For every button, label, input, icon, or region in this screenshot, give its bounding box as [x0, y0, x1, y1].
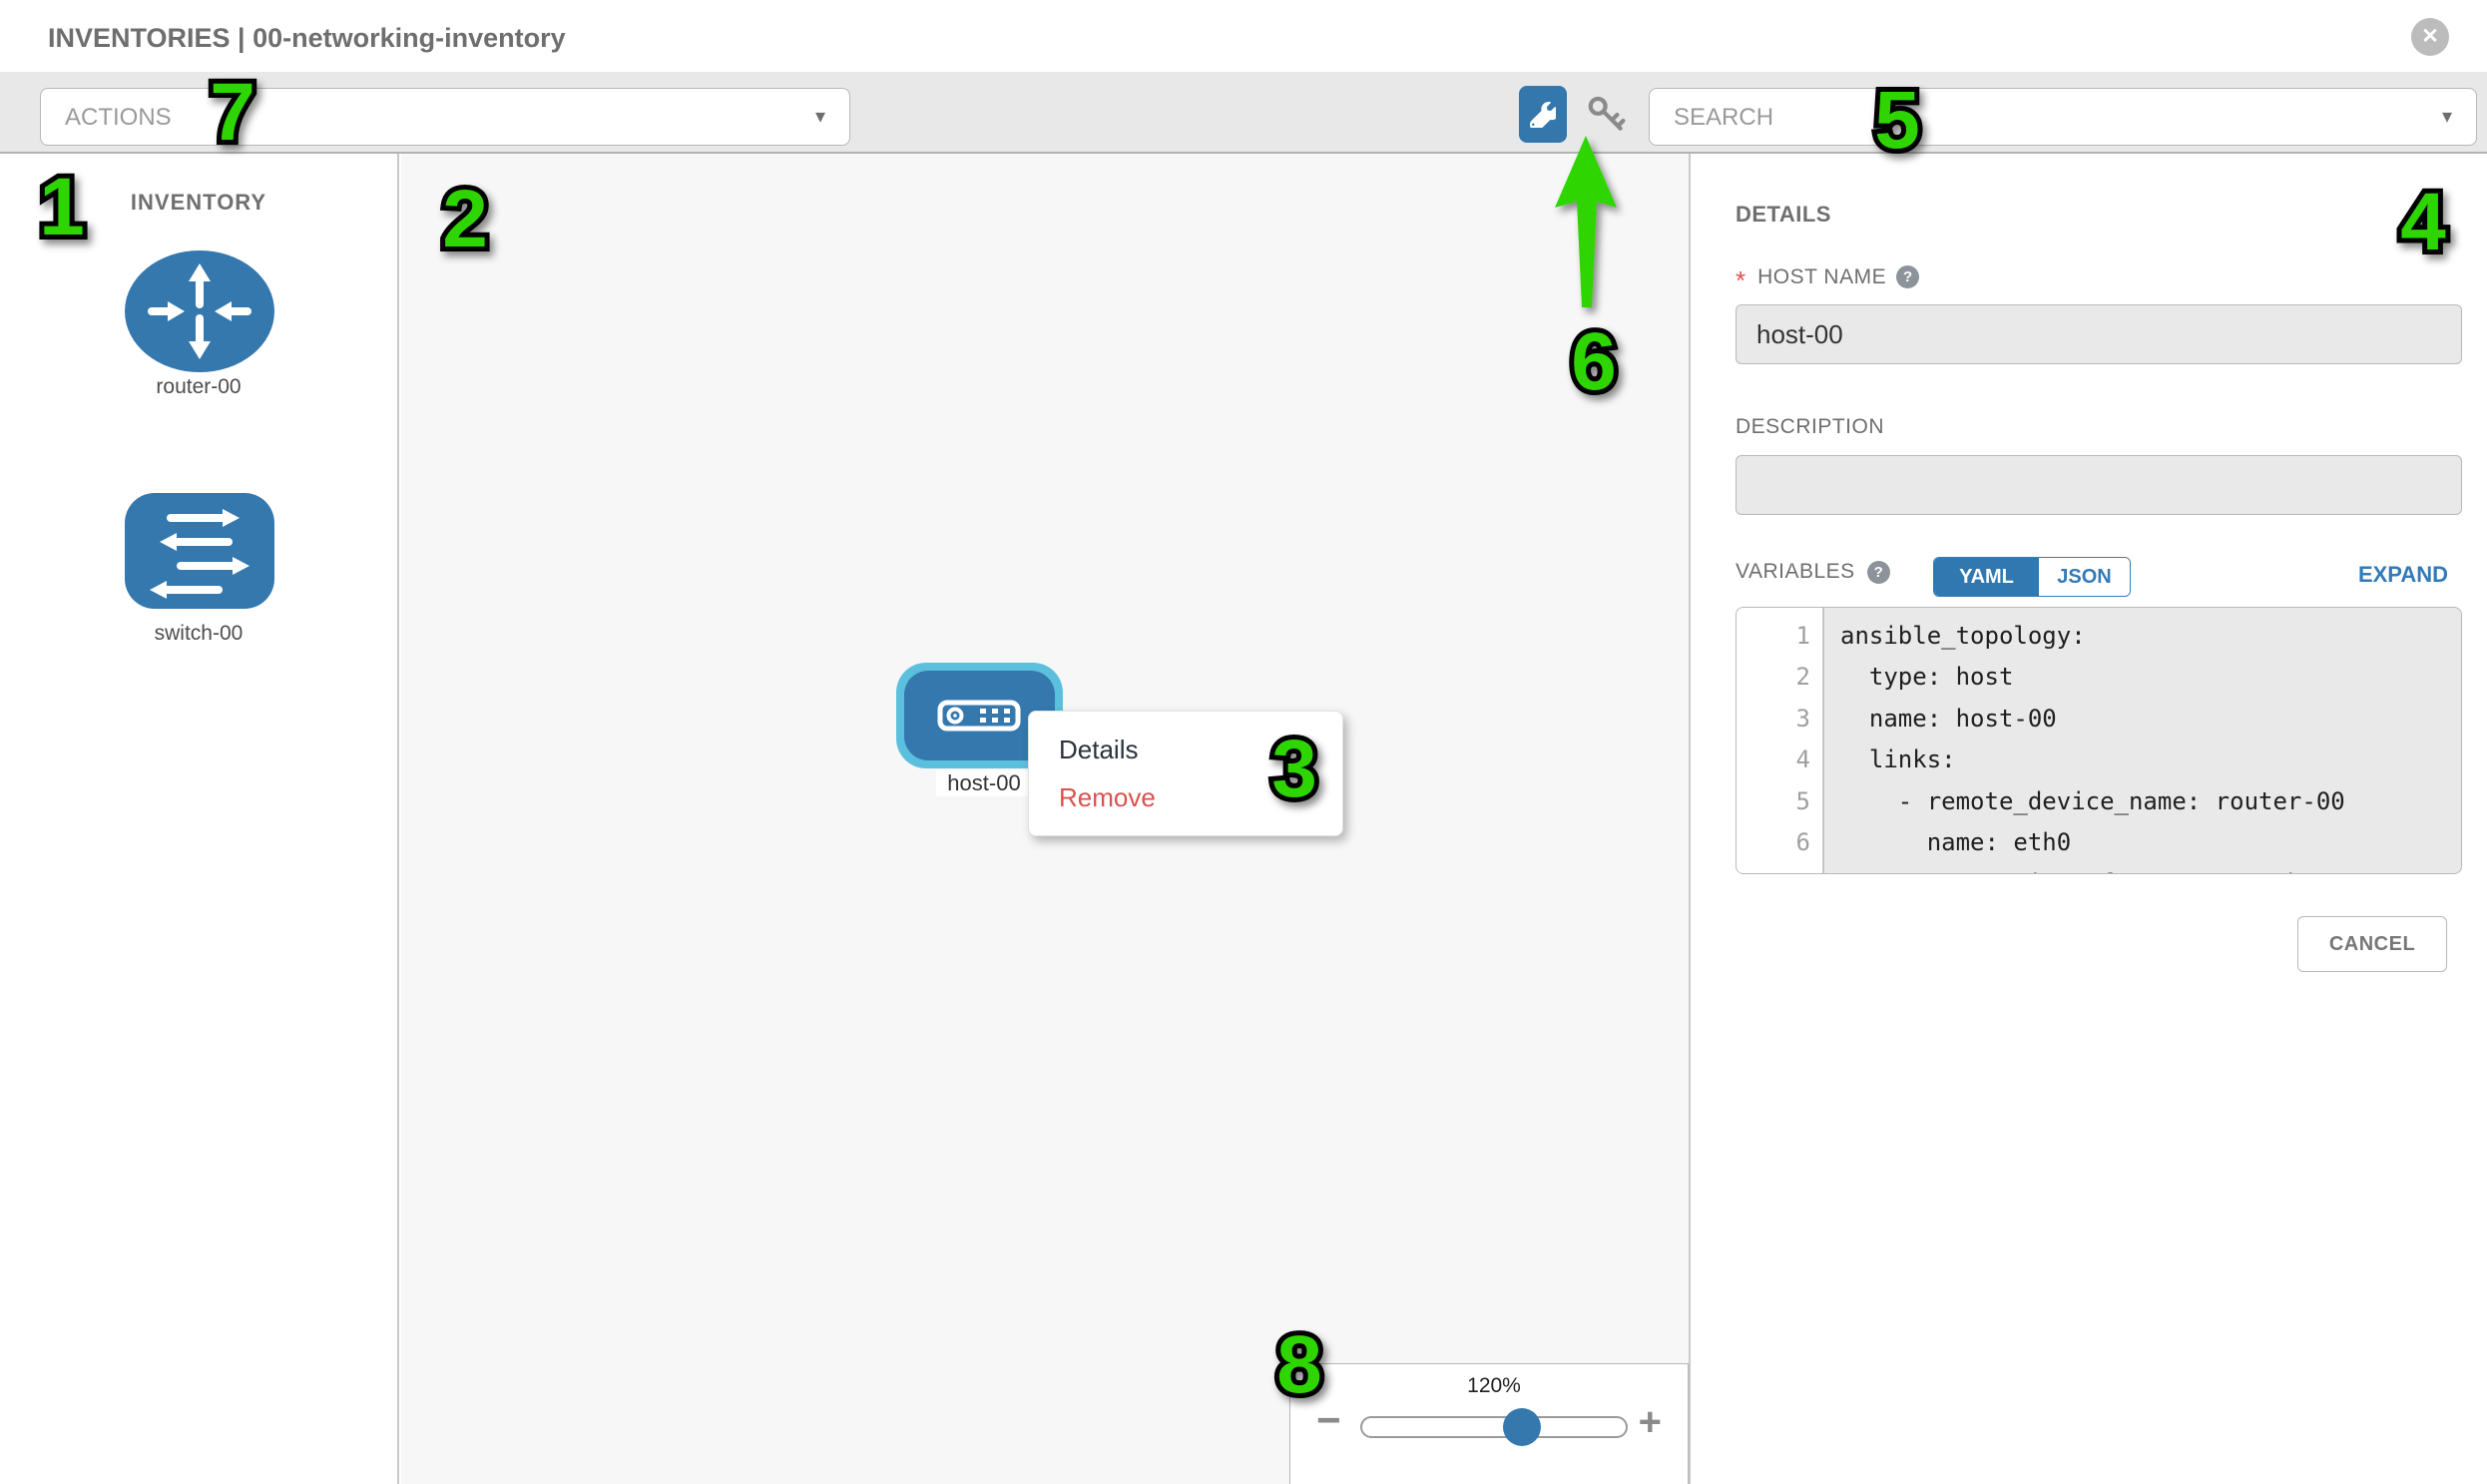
- router-icon: [125, 250, 274, 372]
- palette-item-router-label: router-00: [156, 375, 242, 398]
- code-line: name: eth0: [1840, 827, 2072, 856]
- context-menu-item-details[interactable]: Details: [1059, 735, 1139, 764]
- line-number: 1: [1795, 622, 1810, 650]
- chevron-down-icon: ▾: [814, 106, 825, 128]
- credentials-key-button[interactable]: [1583, 92, 1631, 138]
- variables-format-toggle: YAML JSON: [1933, 557, 2131, 597]
- host-name-label-row: * HOST NAME ?: [1736, 261, 1920, 295]
- description-field[interactable]: [1736, 455, 2462, 515]
- line-number: 4: [1795, 745, 1810, 774]
- code-line: links:: [1840, 745, 1956, 774]
- line-number: 7: [1737, 863, 1822, 873]
- topology-canvas[interactable]: host-00 Details Remove 120% − +: [401, 154, 1689, 1484]
- host-name-field[interactable]: [1736, 304, 2462, 364]
- code-line: name: host-00: [1840, 704, 2057, 733]
- editor-line-numbers: 1 2 3 4 5 6 7: [1737, 608, 1824, 873]
- inventory-palette-title: INVENTORY: [130, 190, 267, 215]
- toolbar: ACTIONS ▾ SEARCH ▾: [0, 72, 2487, 154]
- code-line: ansible_topology:: [1840, 622, 2086, 650]
- details-panel-title: DETAILS: [1736, 202, 1831, 227]
- description-label: DESCRIPTION: [1736, 415, 1885, 438]
- host-node-label: host-00: [936, 770, 1032, 796]
- search-dropdown-label: SEARCH: [1674, 104, 1774, 131]
- host-name-label: HOST NAME: [1757, 264, 1887, 288]
- zoom-slider[interactable]: [1360, 1408, 1628, 1446]
- editor-code[interactable]: ansible_topology: type: host name: host-…: [1826, 608, 2461, 873]
- wrench-icon: [1530, 102, 1556, 128]
- search-dropdown[interactable]: SEARCH ▾: [1649, 88, 2477, 146]
- yaml-toggle-button[interactable]: YAML: [1934, 558, 2039, 596]
- toolbar-tools-button[interactable]: [1519, 86, 1567, 143]
- zoom-control: 120% − +: [1289, 1363, 1689, 1484]
- close-icon[interactable]: ✕: [2411, 18, 2449, 56]
- code-line: - remote_device_name: router-00: [1840, 786, 2345, 815]
- key-icon: [1588, 96, 1626, 131]
- variables-label: VARIABLES: [1736, 560, 1855, 583]
- zoom-out-minus-icon[interactable]: −: [1316, 1396, 1341, 1443]
- json-toggle-button[interactable]: JSON: [2039, 558, 2130, 596]
- required-asterisk: *: [1736, 265, 1746, 295]
- cancel-button[interactable]: CANCEL: [2297, 916, 2447, 972]
- variables-editor[interactable]: 1 2 3 4 5 6 7 ansible_topology: type: ho…: [1736, 607, 2462, 874]
- inventory-palette: INVENTORY router-00: [0, 154, 399, 1484]
- line-number: 5: [1795, 786, 1810, 815]
- description-label-row: DESCRIPTION: [1736, 415, 1884, 439]
- code-line: type: host: [1840, 663, 2014, 692]
- line-number: 6: [1795, 827, 1810, 856]
- context-menu-item-remove[interactable]: Remove: [1059, 782, 1156, 812]
- zoom-in-plus-icon[interactable]: +: [1638, 1400, 1662, 1444]
- chevron-down-icon: ▾: [2441, 106, 2452, 128]
- palette-item-switch-label: switch-00: [154, 622, 244, 645]
- zoom-level-value: 120%: [1467, 1374, 1521, 1397]
- line-number: 3: [1795, 704, 1810, 733]
- help-icon[interactable]: ?: [1896, 265, 1920, 288]
- expand-link[interactable]: EXPAND: [2357, 562, 2448, 587]
- page-title: INVENTORIES | 00-networking-inventory: [48, 23, 566, 53]
- context-menu: Details Remove: [1028, 711, 1343, 836]
- variables-row: VARIABLES ? YAML JSON EXPAND: [1736, 557, 2462, 597]
- line-number: 2: [1795, 663, 1810, 692]
- host-icon: [937, 700, 1021, 732]
- help-icon[interactable]: ?: [1866, 560, 1890, 584]
- app-header: INVENTORIES | 00-networking-inventory ✕: [0, 0, 2487, 72]
- switch-icon: [125, 493, 274, 609]
- details-panel: DETAILS * HOST NAME ? DESCRIPTION VARIAB…: [1689, 154, 2487, 1484]
- palette-item-switch[interactable]: [125, 493, 274, 614]
- actions-dropdown-label: ACTIONS: [65, 104, 172, 131]
- code-line: remote_interface_name: eth0: [1826, 863, 2461, 873]
- palette-item-router[interactable]: [125, 250, 274, 377]
- zoom-slider-thumb[interactable]: [1503, 1408, 1541, 1446]
- actions-dropdown[interactable]: ACTIONS ▾: [40, 88, 850, 146]
